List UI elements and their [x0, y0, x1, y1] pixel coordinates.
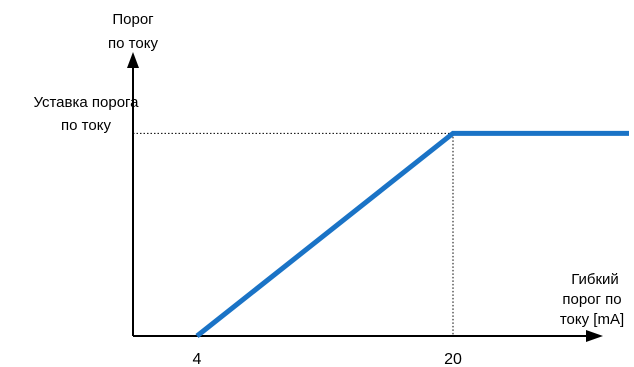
tick-layer: 4 20: [193, 351, 462, 367]
x-axis-arrow: [586, 330, 603, 342]
series-line: [195, 130, 629, 338]
x-axis-label-line-2: порог по: [562, 291, 621, 308]
x-tick-label: 20: [444, 351, 462, 367]
setpoint-label-line-2: по току: [61, 117, 111, 134]
y-axis-label-line-2: по току: [108, 35, 158, 52]
y-axis-arrow: [127, 52, 139, 68]
x-axis-label-line-3: току [mA]: [560, 311, 624, 328]
setpoint-label-line-1: Уставка порога: [33, 94, 139, 111]
series-layer: [195, 130, 629, 338]
x-axis-label-line-1: Гибкий: [571, 271, 619, 288]
x-tick-label: 4: [193, 351, 202, 367]
y-axis-label-line-1: Порог: [112, 11, 154, 28]
